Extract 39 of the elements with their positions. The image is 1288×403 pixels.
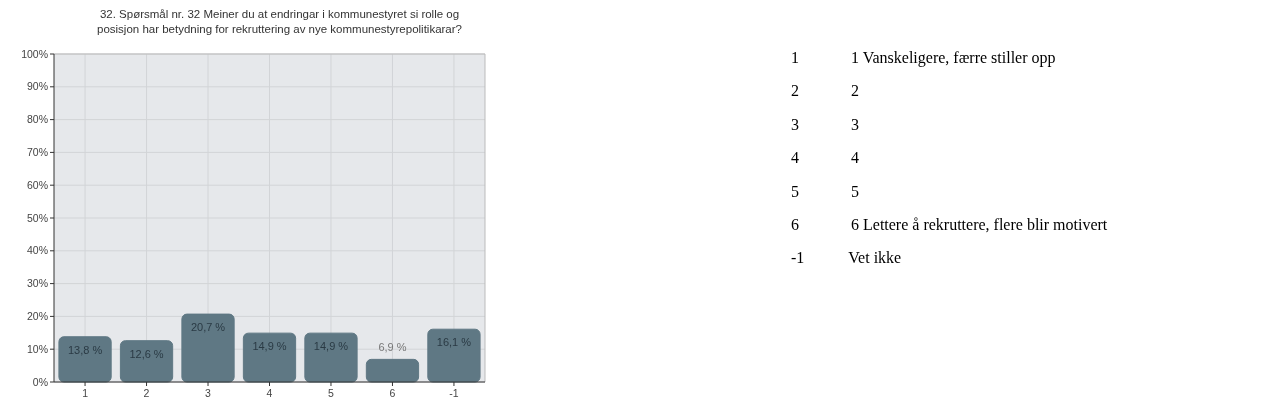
bar: [58, 336, 112, 383]
data-label: 12,6 %: [129, 347, 164, 360]
x-tick-label: 3: [205, 387, 212, 399]
y-tick-label: 10%: [26, 342, 48, 355]
bar: [242, 332, 297, 383]
x-tick-label: 2: [143, 387, 150, 399]
data-label: 16,1 %: [436, 336, 472, 349]
text: 2 2: [791, 82, 859, 100]
data-label: 13,8 %: [67, 343, 103, 356]
x-tick-label: -1: [449, 387, 459, 399]
data-label: 14,9 %: [252, 340, 287, 353]
y-tick-label: 100%: [21, 47, 48, 60]
chart-title: 32. Spørsmål nr. 32 Meiner du at endringar i kommunestyret si rolle og posisjon har betydning for rekruttering av nye kommunestyrepolitikarar?: [97, 8, 462, 35]
y-tick-label: 20%: [26, 310, 48, 323]
y-tick-label: 0%: [32, 375, 48, 388]
x-tick-label: 4: [266, 387, 273, 399]
y-tick-label: 30%: [26, 277, 48, 290]
text: 1 1 Vanskeligere, færre stiller opp: [791, 49, 1056, 66]
text: 5 5: [791, 182, 859, 200]
data-label: 14,9 %: [313, 340, 349, 353]
y-tick-label: 60%: [26, 178, 48, 191]
text: 4 4: [791, 149, 859, 167]
text: 3 3: [791, 115, 859, 133]
bar: [181, 313, 235, 383]
x-tick-label: 5: [328, 387, 335, 399]
bar: [365, 358, 420, 383]
y-tick-label: 90%: [26, 80, 48, 93]
y-tick-label: 40%: [26, 244, 48, 257]
text: -1 Vet ikke: [791, 249, 902, 267]
y-tick-label: 80%: [26, 113, 48, 126]
bar: [427, 328, 481, 383]
data-label: 20,7 %: [190, 321, 226, 334]
data-label: 6,9 %: [378, 341, 407, 354]
x-tick-label: 6: [389, 387, 396, 399]
y-tick-label: 70%: [26, 146, 48, 159]
text: 6 6 Lettere å rekruttere, flere blir motivert: [791, 216, 1108, 233]
y-tick-label: 50%: [26, 211, 48, 224]
x-tick-label: 1: [82, 387, 89, 399]
bar: [304, 332, 358, 383]
